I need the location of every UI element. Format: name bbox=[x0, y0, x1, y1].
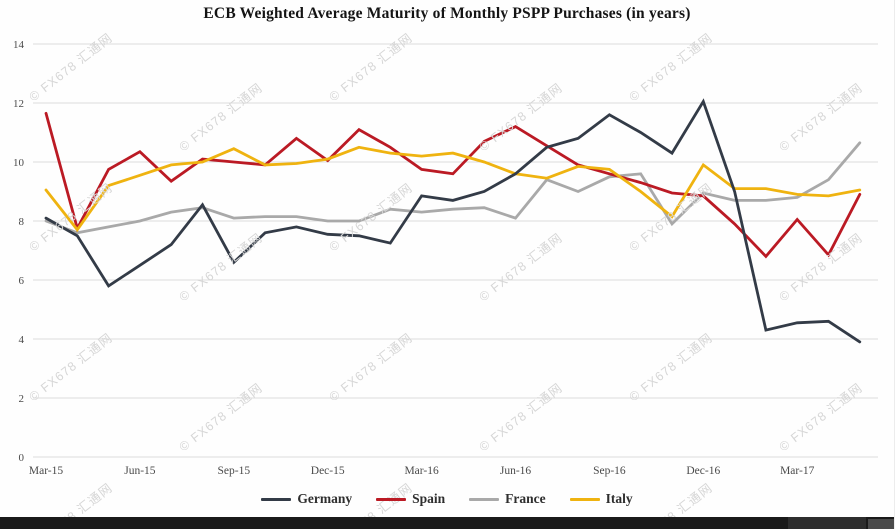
legend-item-germany: Germany bbox=[261, 491, 352, 507]
y-tick-label: 2 bbox=[19, 393, 25, 405]
legend-swatch-italy bbox=[569, 497, 600, 501]
x-tick-label: Dec-15 bbox=[311, 465, 345, 477]
y-tick-label: 8 bbox=[19, 216, 25, 228]
legend-label-italy: Italy bbox=[605, 491, 633, 506]
chart-title: ECB Weighted Average Maturity of Monthly… bbox=[203, 5, 691, 22]
series-line-france bbox=[44, 141, 862, 235]
y-tick-label: 4 bbox=[19, 334, 25, 346]
y-tick-label: 0 bbox=[19, 452, 25, 464]
legend-swatch-france bbox=[469, 497, 500, 501]
legend-label-france: France bbox=[505, 491, 546, 506]
y-tick-label: 6 bbox=[19, 275, 25, 287]
bottom-bar-segment bbox=[788, 517, 866, 529]
legend-item-france: France bbox=[469, 491, 546, 507]
y-tick-label: 14 bbox=[13, 39, 25, 51]
x-tick-label: Jun-16 bbox=[500, 465, 532, 477]
legend-item-spain: Spain bbox=[376, 491, 445, 507]
x-tick-label: Dec-16 bbox=[686, 465, 720, 477]
legend-swatch-spain bbox=[376, 497, 407, 501]
bottom-bar-segment bbox=[868, 519, 894, 529]
x-tick-label: Sep-16 bbox=[593, 465, 626, 477]
legend-item-italy: Italy bbox=[569, 491, 633, 507]
legend-label-spain: Spain bbox=[412, 491, 446, 506]
series-line-spain bbox=[44, 111, 862, 259]
series-line-germany bbox=[44, 98, 862, 344]
legend-label-germany: Germany bbox=[297, 491, 353, 506]
x-tick-label: Mar-15 bbox=[29, 465, 64, 477]
y-tick-label: 12 bbox=[13, 98, 24, 110]
legend: Germany Spain France Italy bbox=[0, 491, 894, 507]
x-tick-label: Sep-15 bbox=[218, 465, 251, 477]
bottom-bar bbox=[0, 517, 894, 529]
y-tick-label: 10 bbox=[13, 157, 25, 169]
series-line-italy bbox=[44, 145, 862, 233]
legend-swatch-germany bbox=[261, 497, 292, 501]
x-tick-label: Jun-15 bbox=[124, 465, 156, 477]
x-tick-label: Mar-17 bbox=[780, 465, 815, 477]
x-tick-label: Mar-16 bbox=[404, 465, 439, 477]
